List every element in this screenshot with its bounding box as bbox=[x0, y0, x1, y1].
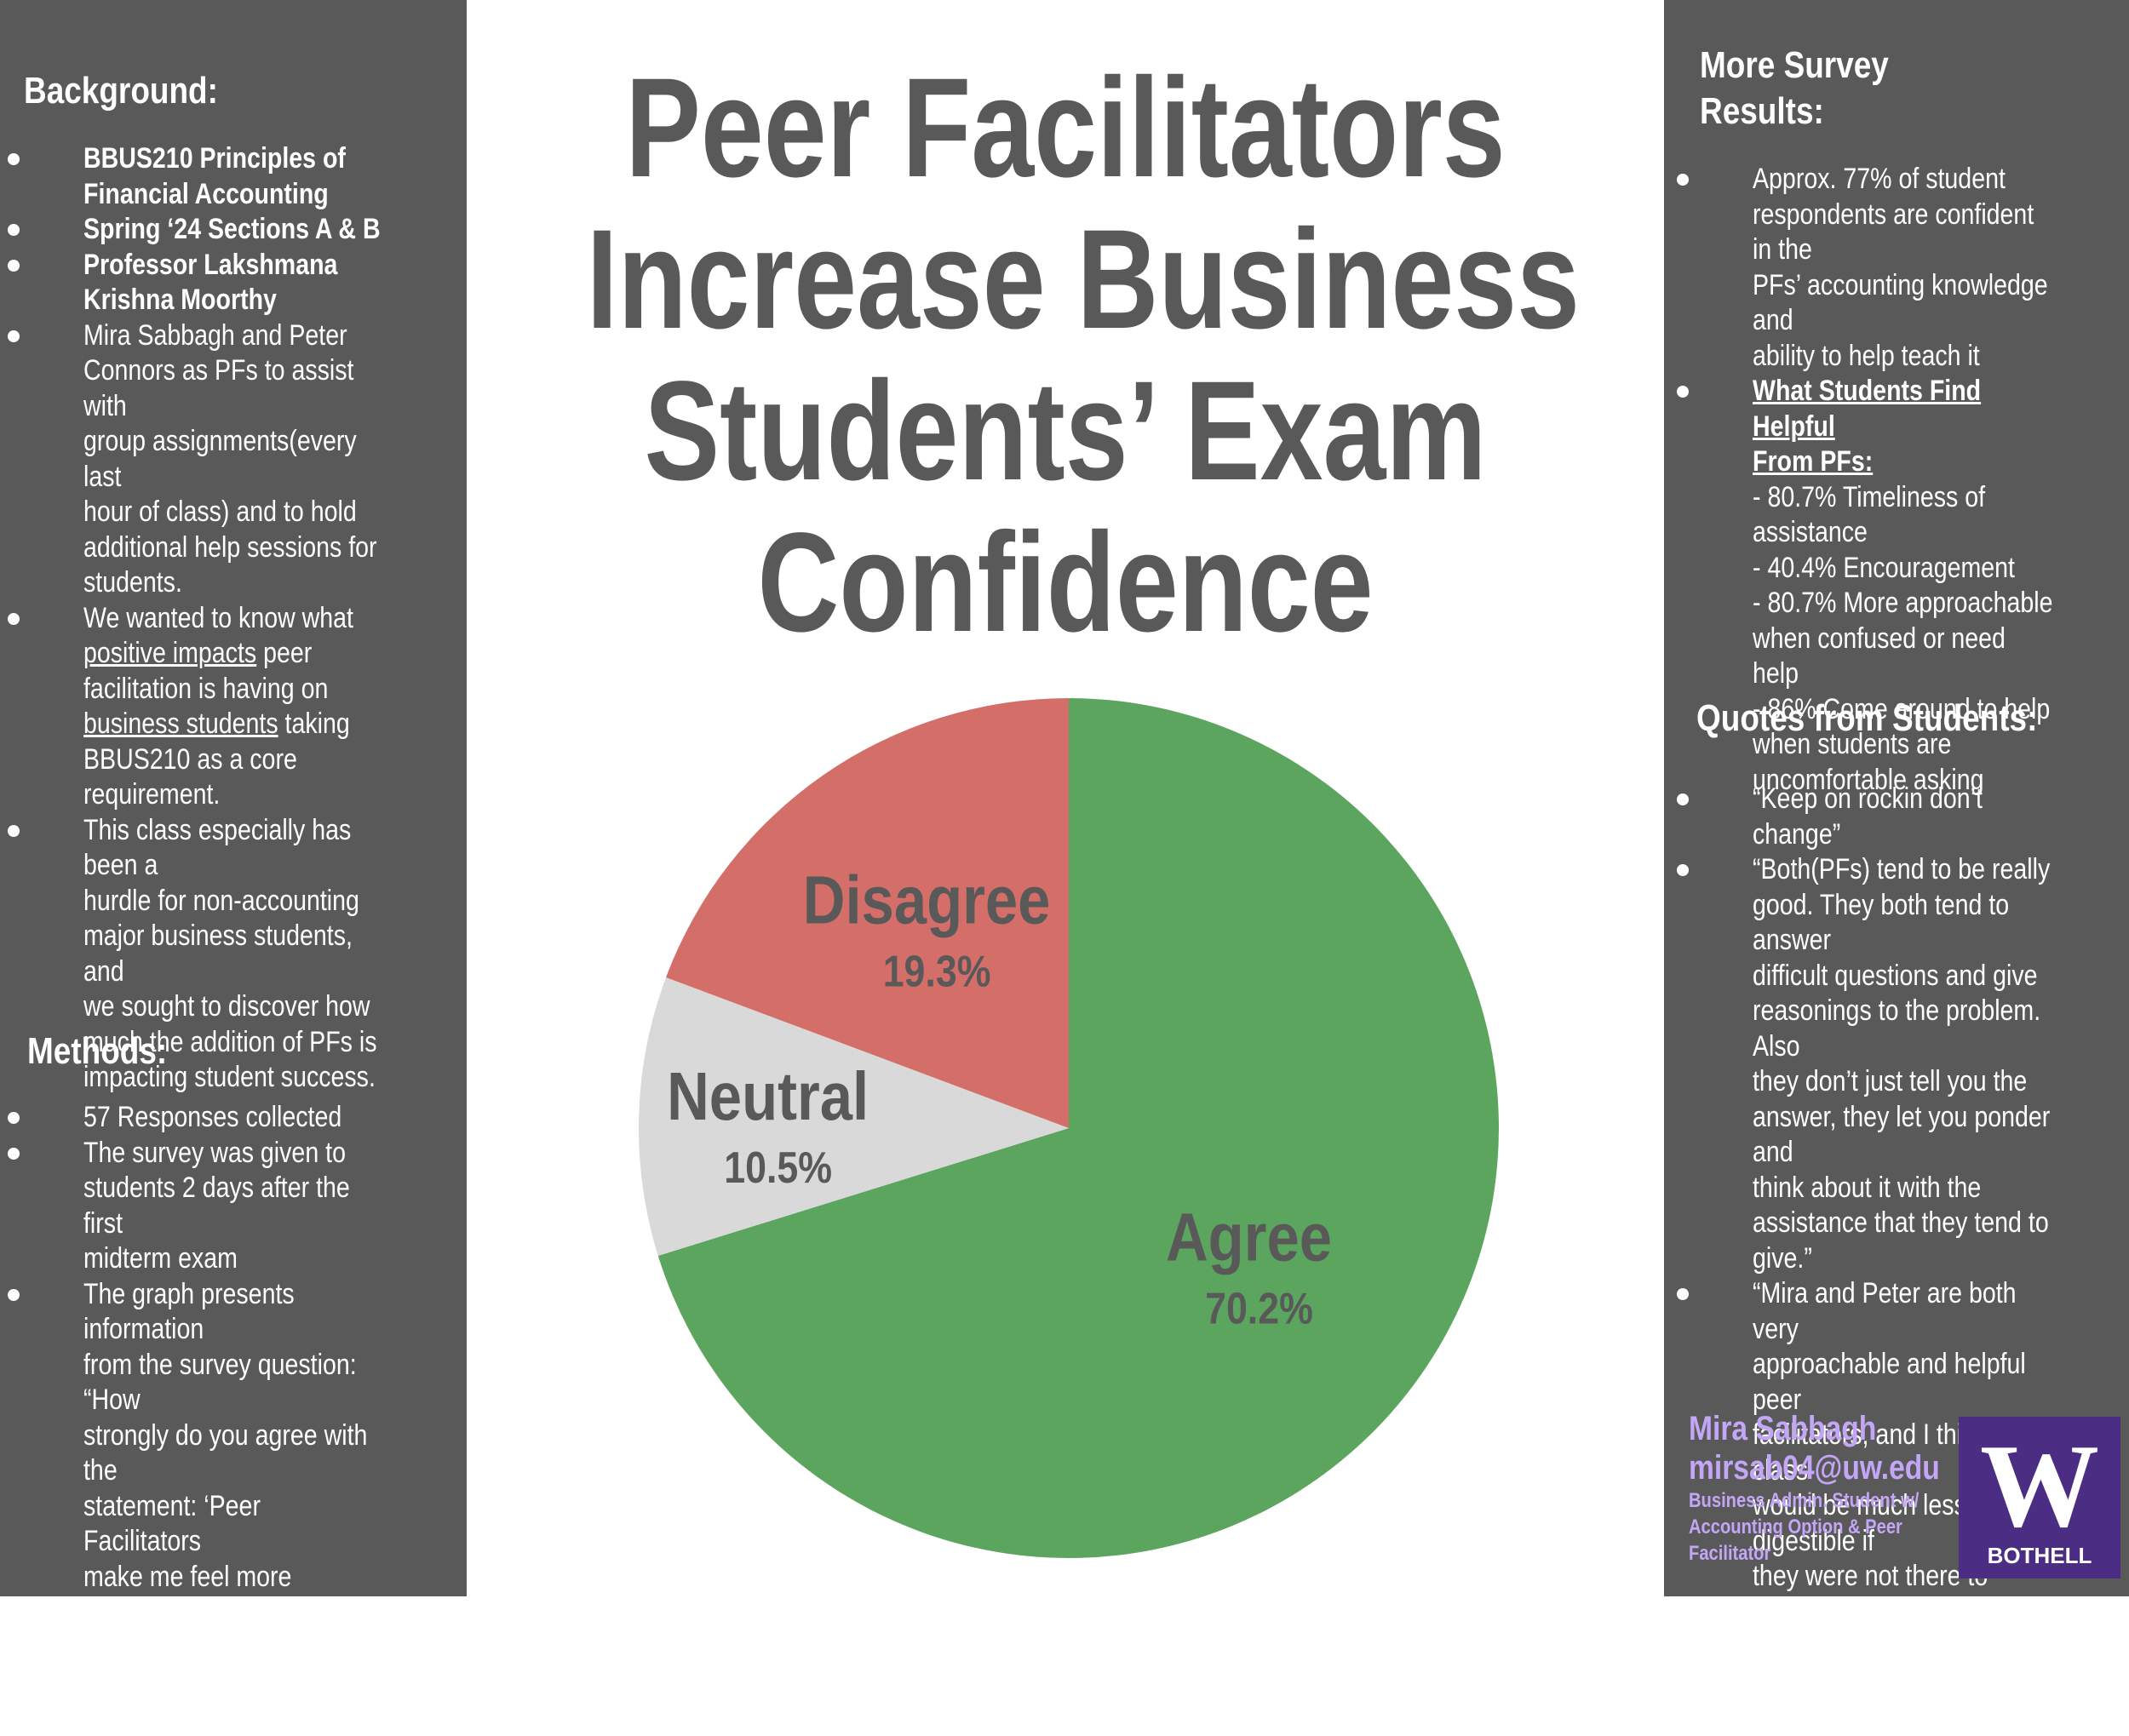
pie-value-disagree: 19.3% bbox=[883, 947, 991, 996]
uw-bothell-logo: W BOTHELL bbox=[1959, 1417, 2120, 1578]
methods-heading: Methods: bbox=[27, 1028, 194, 1074]
list-item: Spring ‘24 Sections A & B bbox=[83, 212, 441, 248]
author-role: Business Admin. Student w/ Accounting Op… bbox=[1689, 1487, 1940, 1567]
list-item: Approx. 77% of student respondents are c… bbox=[1753, 162, 2110, 374]
author-name: Mira Sabbagh bbox=[1689, 1409, 1940, 1448]
pie-label-agree: Agree bbox=[1166, 1199, 1332, 1275]
list-item: 57 Responses collected bbox=[83, 1100, 441, 1136]
background-heading: Background: bbox=[24, 68, 255, 114]
list-item: “Keep on rockin don’t change” bbox=[1753, 782, 2110, 852]
list-item: The graph presents information from the … bbox=[83, 1277, 441, 1736]
contact-info: Mira Sabbagh mirsab04@uw.edu Business Ad… bbox=[1689, 1409, 1988, 1567]
poster-title: Peer Facilitators Increase Business Stud… bbox=[467, 53, 1664, 659]
svg-text:BOTHELL: BOTHELL bbox=[1988, 1543, 2092, 1568]
svg-text:W: W bbox=[1980, 1420, 2099, 1552]
right-panel: More Survey Results: Approx. 77% of stud… bbox=[1664, 0, 2129, 1596]
list-item: Mira Sabbagh and Peter Connors as PFs to… bbox=[83, 318, 441, 601]
pie-value-neutral: 10.5% bbox=[724, 1143, 832, 1193]
more-results-heading: More Survey Results: bbox=[1700, 43, 1925, 135]
uw-w-logo-icon: W BOTHELL bbox=[1959, 1417, 2120, 1578]
list-item: We wanted to know what positive impacts … bbox=[83, 601, 441, 813]
pie-chart: Agree 70.2% Neutral 10.5% Disagree 19.3% bbox=[630, 690, 1507, 1567]
list-item: The survey was given to students 2 days … bbox=[83, 1136, 441, 1277]
pie-label-disagree: Disagree bbox=[803, 861, 1051, 937]
methods-list: 57 Responses collected The survey was gi… bbox=[83, 1100, 441, 1736]
quotes-heading: Quotes from Students: bbox=[1696, 696, 2103, 742]
pie-label-neutral: Neutral bbox=[667, 1057, 869, 1134]
author-email[interactable]: mirsab04@uw.edu bbox=[1689, 1448, 1940, 1487]
pie-value-agree: 70.2% bbox=[1205, 1285, 1313, 1334]
list-item: “Both(PFs) tend to be really good. They … bbox=[1753, 852, 2110, 1276]
